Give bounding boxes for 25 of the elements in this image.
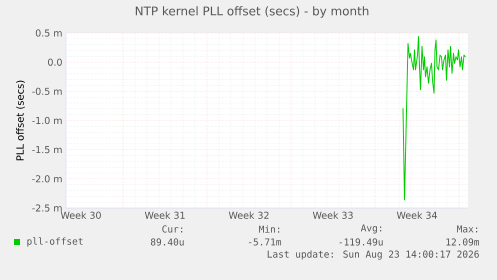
- y-tick-label: -0.5 m: [32, 88, 62, 95]
- x-tick-label: Week 32: [228, 212, 269, 219]
- y-axis-title: PLL offset (secs): [16, 80, 25, 160]
- x-tick-label: Week 30: [60, 212, 101, 219]
- text: -5.71m: [248, 238, 282, 246]
- x-tick-label: Week 34: [396, 212, 437, 219]
- legend-label: pll-offset: [27, 237, 83, 247]
- text: Cur:: [162, 225, 182, 233]
- y-tick-label: -1.0 m: [32, 116, 62, 124]
- text: -119.49u: [340, 238, 383, 246]
- chart-title: NTP kernel PLL offset (secs) - by month: [136, 6, 368, 18]
- text: Min:: [259, 225, 280, 233]
- text: Last update: Sun Aug 23 14:00:17 2026: [268, 250, 479, 260]
- y-tick-label: -2.0 m: [32, 175, 62, 182]
- y-tick-label: 0.5 m: [36, 29, 62, 37]
- text: Avg:: [360, 224, 382, 234]
- y-tick-label: -2.5 m: [32, 204, 62, 212]
- x-tick-label: Week 31: [144, 212, 185, 219]
- y-tick-label: 0.0: [48, 58, 62, 66]
- y-tick-label: -1.5 m: [32, 146, 62, 154]
- text: Max:: [457, 225, 478, 233]
- text: 12.09m: [446, 238, 480, 246]
- line-series: [402, 36, 466, 200]
- text: 89.40u: [150, 238, 184, 246]
- x-tick-label: Week 33: [312, 212, 353, 219]
